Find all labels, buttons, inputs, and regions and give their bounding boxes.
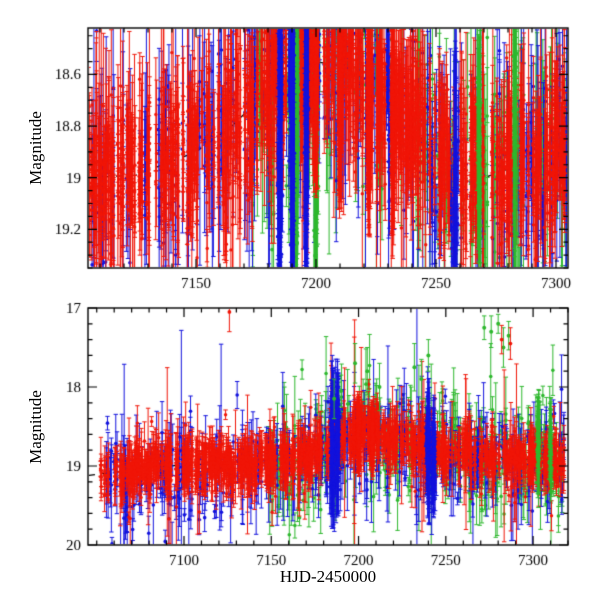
top-panel-y-axis-title: Magnitude [26, 111, 45, 185]
x-axis-title: HJD-2450000 [279, 567, 377, 586]
bottom-panel-y-axis-title: Magnitude [26, 390, 45, 464]
